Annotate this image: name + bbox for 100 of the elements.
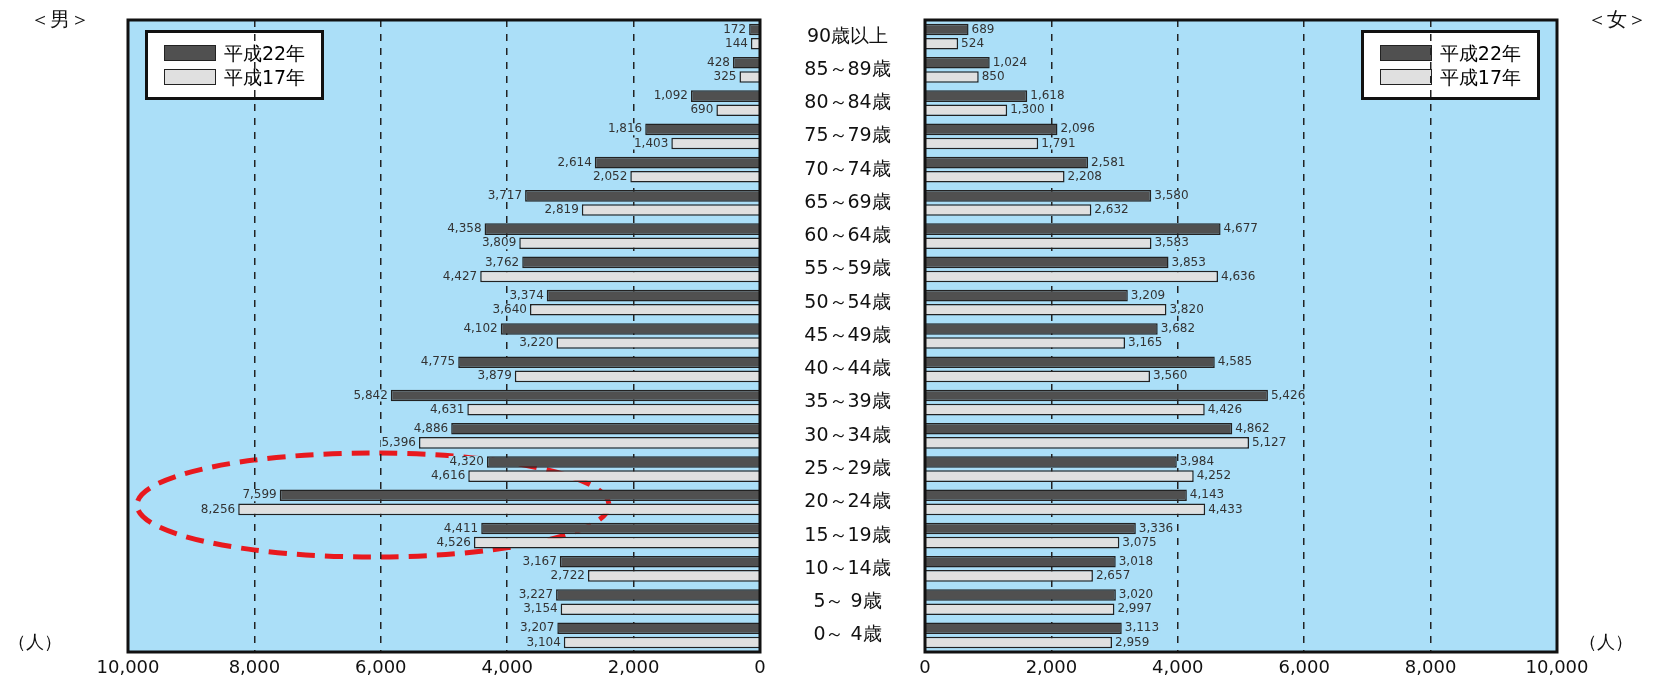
data-label: 1,092 — [653, 88, 688, 103]
data-label: 2,052 — [592, 168, 628, 183]
data-label: 4,677 — [1223, 221, 1258, 236]
chart-title: ＜男＞ — [30, 6, 90, 33]
data-label: 3,853 — [1171, 254, 1206, 269]
x-tick-label: 10,000 — [96, 656, 160, 678]
data-label: 3,560 — [1152, 368, 1188, 383]
x-axis-title: （人） — [1579, 630, 1633, 654]
x-tick-label: 6,000 — [1278, 656, 1330, 678]
data-label: 2,657 — [1095, 568, 1131, 583]
data-label: 3,374 — [509, 287, 544, 302]
data-label: 3,336 — [1138, 520, 1174, 535]
data-label: 1,791 — [1041, 135, 1076, 150]
text: ＜女＞ — [1587, 6, 1647, 33]
x-tick-label: 2,000 — [1025, 656, 1078, 678]
data-label: 5,127 — [1252, 434, 1287, 449]
data-label: 172 — [723, 21, 747, 36]
data-label: 3,820 — [1169, 301, 1204, 316]
data-label: 524 — [961, 35, 985, 50]
data-label: 1,403 — [633, 135, 669, 150]
data-label: 3,879 — [477, 368, 512, 383]
data-label: 3,717 — [487, 188, 523, 202]
y-tick-label: 0～ 4歳 — [813, 622, 882, 645]
data-label: 3,165 — [1128, 335, 1163, 350]
data-label: 2,632 — [1094, 202, 1129, 217]
data-label: 3,220 — [519, 335, 554, 350]
y-tick-label: 60～64歳 — [804, 223, 891, 246]
data-label: 4,411 — [443, 520, 479, 535]
data-label: 2,096 — [1060, 121, 1095, 136]
data-label: 1,816 — [607, 121, 643, 136]
x-axis-title: （人） — [8, 630, 62, 654]
data-label: 4,585 — [1217, 354, 1253, 369]
y-tick-label: 15～19歳 — [804, 522, 891, 545]
x-tick-label: 6,000 — [355, 656, 407, 678]
data-label: 3,227 — [518, 587, 554, 602]
x-tick-label: 4,000 — [481, 656, 533, 678]
y-tick-label: 10～14歳 — [804, 555, 891, 578]
y-tick-label: 55～59歳 — [804, 256, 891, 279]
y-tick-label: 30～34歳 — [804, 422, 891, 445]
data-label: 4,320 — [449, 454, 484, 469]
data-label: 2,614 — [557, 154, 592, 169]
data-label: 4,427 — [442, 268, 478, 283]
data-label: 3,640 — [492, 301, 527, 316]
data-label: 3,154 — [523, 601, 558, 616]
y-tick-label: 85～89歳 — [804, 56, 891, 79]
legend-label: 平成22年 — [1439, 41, 1521, 65]
data-label: 1,618 — [1030, 88, 1065, 103]
data-label: 325 — [713, 69, 737, 84]
legend-label: 平成17年 — [224, 65, 306, 89]
data-label: 4,631 — [429, 401, 465, 416]
y-tick-label: 75～79歳 — [804, 123, 891, 146]
y-tick-label: 20～24歳 — [804, 489, 891, 512]
y-tick-label: 70～74歳 — [804, 156, 891, 179]
data-label: 2,581 — [1091, 154, 1126, 169]
data-label: 690 — [690, 102, 714, 117]
data-label: 3,104 — [526, 634, 561, 649]
data-label: 2,722 — [550, 568, 585, 583]
y-tick-label: 50～54歳 — [804, 289, 891, 312]
data-label: 1,300 — [1010, 102, 1045, 117]
data-label: 4,526 — [436, 534, 471, 549]
data-label: 3,020 — [1118, 587, 1154, 602]
x-tick-label: 0 — [754, 656, 766, 678]
data-label: 4,433 — [1208, 501, 1243, 516]
data-label: 1,024 — [992, 54, 1028, 69]
y-tick-label: 90歳以上 — [806, 23, 889, 46]
data-label: 3,580 — [1154, 188, 1189, 202]
data-label: 428 — [707, 54, 730, 69]
data-label: 3,583 — [1154, 235, 1189, 250]
y-tick-label: 80～84歳 — [804, 90, 891, 113]
x-tick-label: 2,000 — [607, 656, 660, 678]
y-tick-label: 25～29歳 — [804, 455, 891, 478]
x-tick-label: 10,000 — [1525, 656, 1589, 678]
data-label: 5,426 — [1270, 387, 1306, 402]
y-tick-label: 35～39歳 — [804, 389, 891, 412]
data-label: 3,167 — [522, 553, 557, 568]
x-tick-label: 8,000 — [1404, 656, 1457, 678]
data-label: 4,143 — [1189, 487, 1225, 502]
data-label: 3,113 — [1124, 620, 1160, 635]
data-label: 8,256 — [200, 501, 236, 516]
data-label: 4,426 — [1207, 401, 1243, 416]
data-label: 4,775 — [420, 354, 456, 369]
data-label: 7,599 — [242, 487, 277, 502]
data-label: 4,886 — [413, 420, 449, 435]
data-label: 4,358 — [447, 221, 482, 236]
y-tick-label: 65～69歳 — [804, 189, 891, 212]
data-label: 689 — [971, 21, 995, 36]
y-tick-label: 45～49歳 — [804, 322, 891, 345]
y-tick-label: 40～44歳 — [804, 356, 891, 379]
data-label: 4,102 — [463, 321, 498, 336]
data-label: 850 — [981, 69, 1005, 84]
data-label: 2,997 — [1117, 601, 1152, 616]
legend-label: 平成17年 — [1439, 65, 1521, 89]
data-label: 3,809 — [481, 235, 517, 250]
data-label: 3,682 — [1160, 321, 1196, 336]
data-label: 4,636 — [1221, 268, 1256, 283]
data-label: 3,075 — [1122, 534, 1157, 549]
data-label: 5,842 — [353, 387, 388, 402]
x-tick-label: 0 — [919, 656, 931, 678]
data-label: 4,616 — [430, 468, 466, 483]
data-label: 144 — [724, 35, 748, 50]
